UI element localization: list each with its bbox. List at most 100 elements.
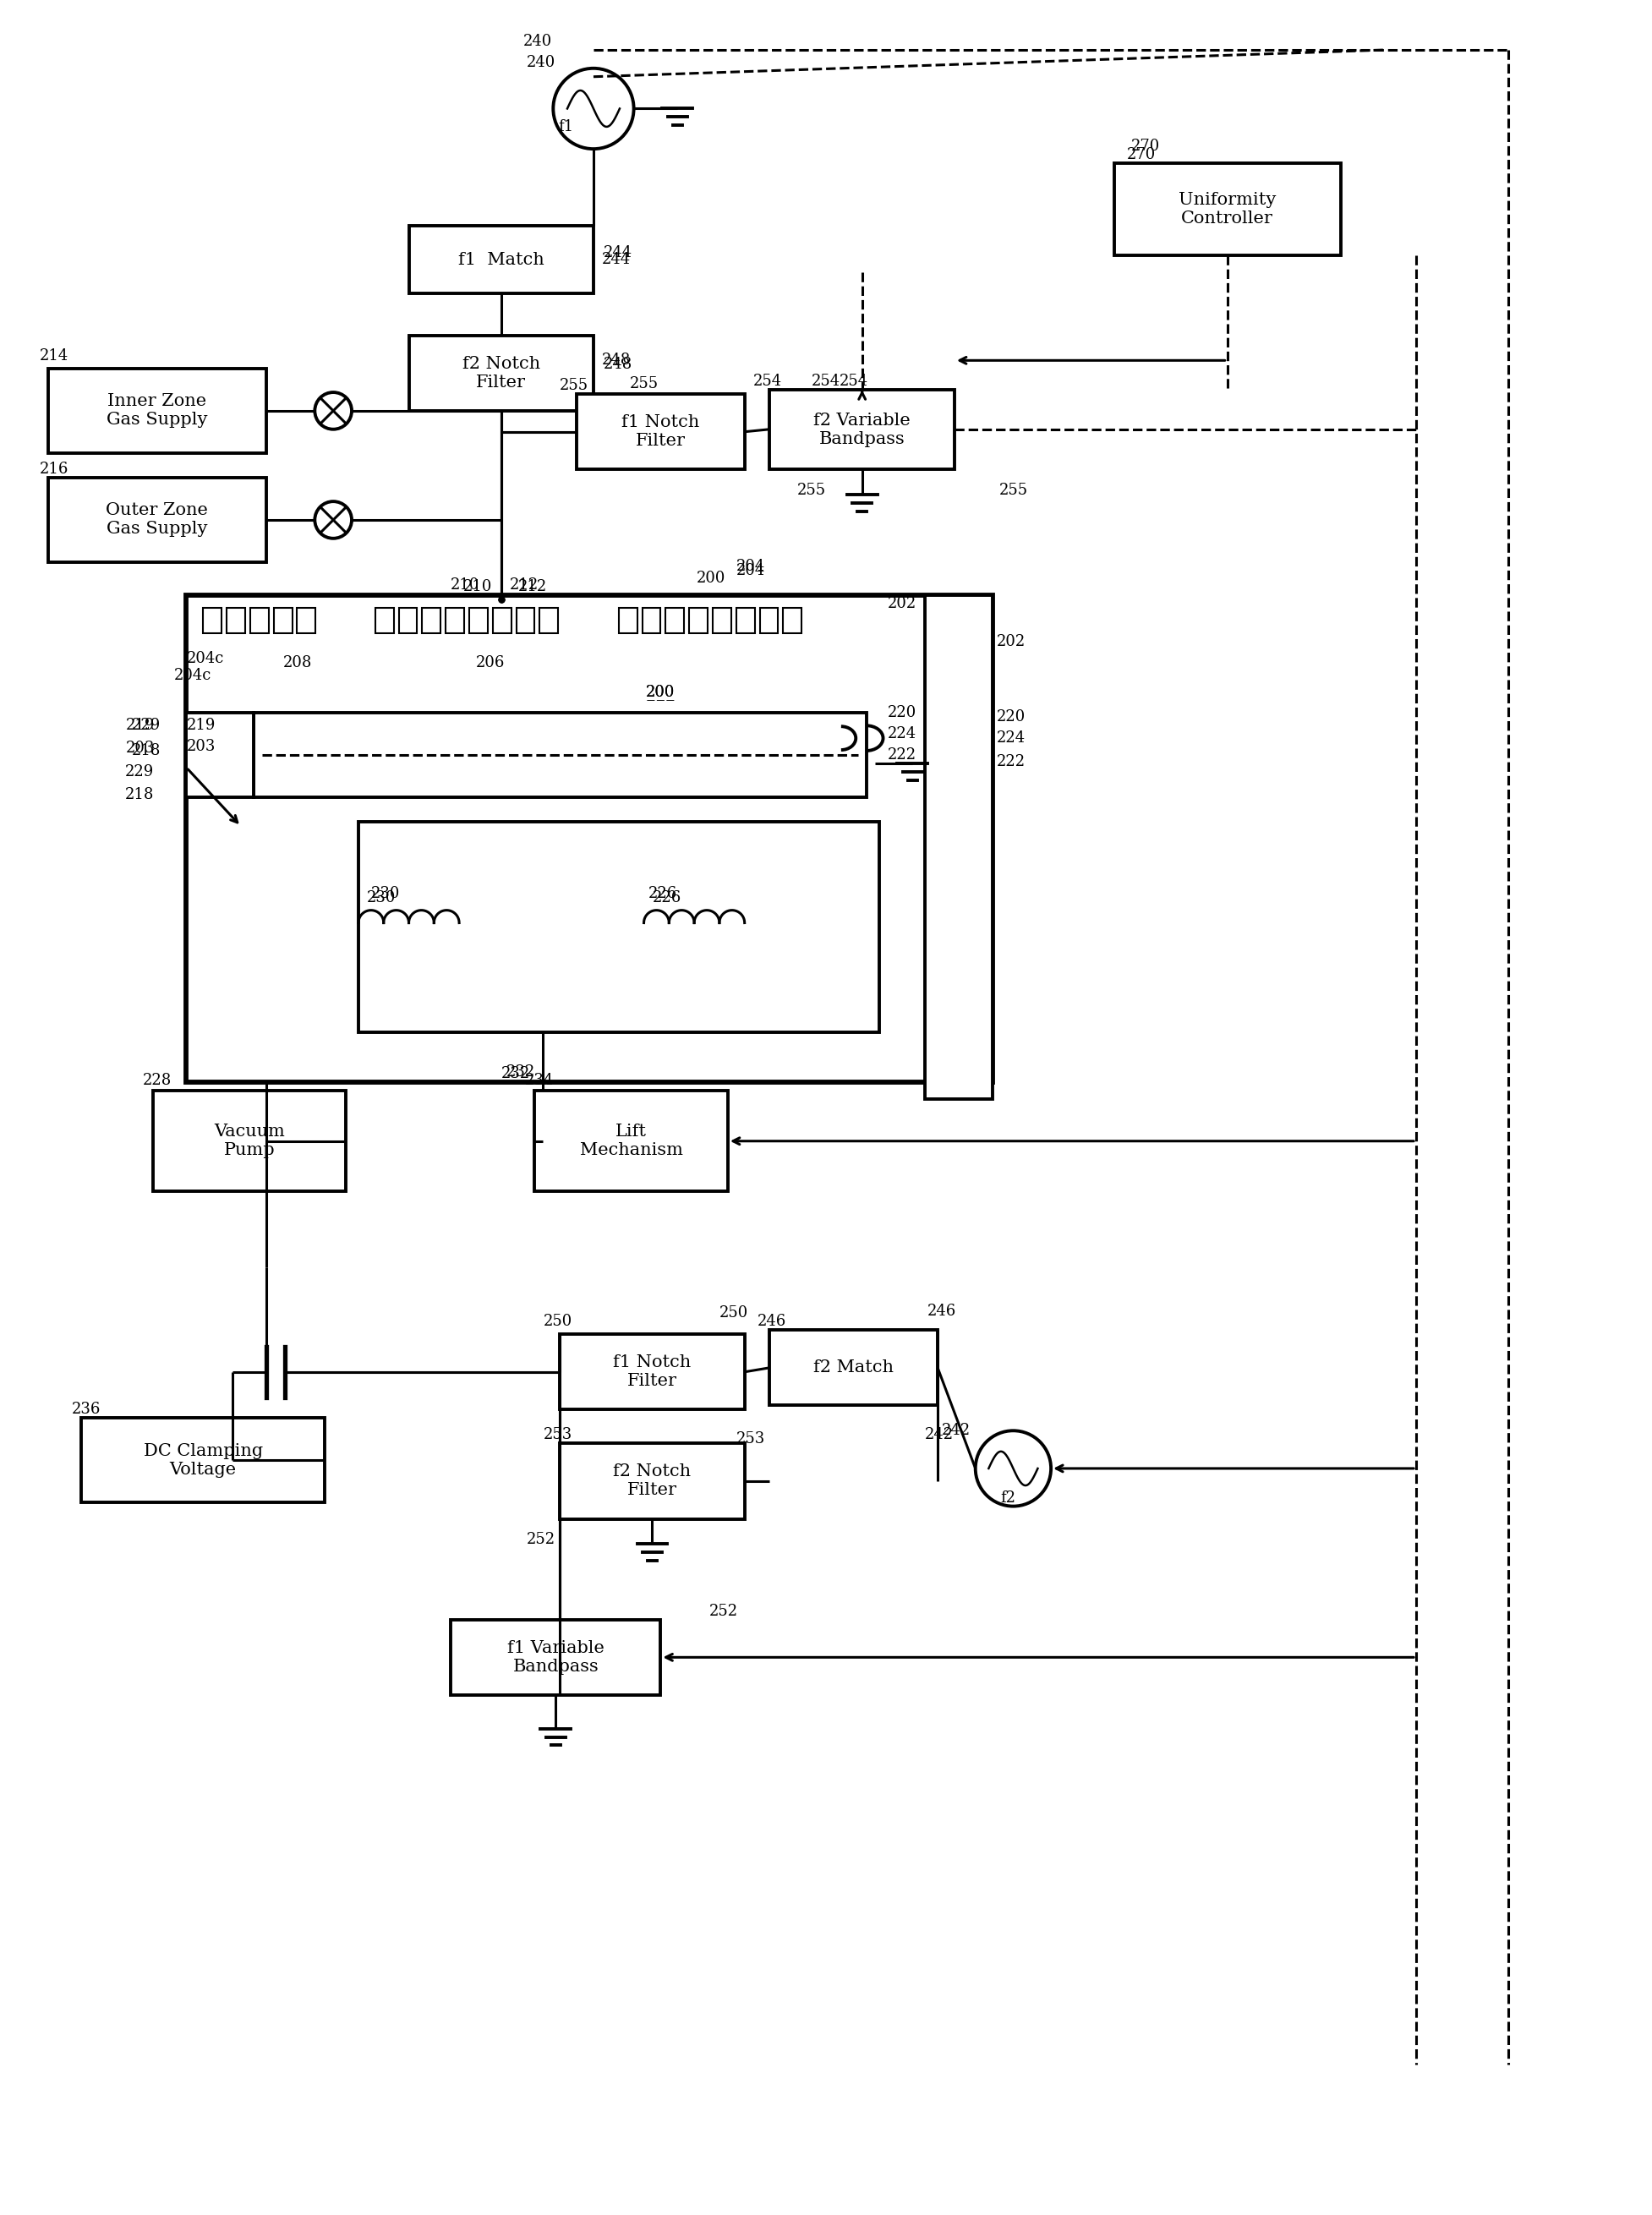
Text: 248: 248 (603, 357, 633, 372)
Text: 214: 214 (40, 348, 68, 363)
Bar (446, 609, 464, 633)
Bar (666, 609, 684, 633)
Text: f1  Match: f1 Match (458, 253, 544, 268)
Bar (398, 609, 418, 633)
Text: 234: 234 (525, 1072, 553, 1088)
Bar (408, 226, 593, 292)
Text: 204c: 204c (173, 667, 211, 682)
Bar (770, 390, 955, 470)
Bar (515, 609, 535, 633)
Bar (253, 713, 866, 797)
Text: 254: 254 (753, 374, 781, 390)
Bar (226, 609, 244, 633)
Text: 252: 252 (709, 1604, 738, 1619)
Text: 222: 222 (887, 746, 917, 762)
Text: 204: 204 (737, 563, 765, 578)
Text: 219: 219 (126, 718, 155, 733)
Text: 208: 208 (282, 656, 312, 671)
Bar (577, 394, 745, 470)
Bar (560, 1444, 745, 1519)
Text: f1: f1 (558, 120, 573, 135)
Text: 236: 236 (71, 1402, 101, 1418)
Bar (535, 1090, 729, 1192)
Text: 203: 203 (126, 740, 155, 755)
Text: f2 Match: f2 Match (813, 1360, 894, 1376)
Bar (770, 1329, 938, 1407)
Text: 224: 224 (887, 727, 917, 742)
Text: 255: 255 (560, 379, 588, 394)
Bar (451, 1619, 661, 1694)
Bar (423, 609, 441, 633)
Text: 250: 250 (544, 1313, 572, 1329)
Text: 202: 202 (996, 633, 1026, 649)
Bar (48, 370, 266, 452)
Text: 232: 232 (506, 1065, 535, 1081)
Text: 206: 206 (476, 656, 506, 671)
Text: 254: 254 (839, 374, 869, 390)
Bar (375, 609, 393, 633)
Text: 230: 230 (372, 886, 400, 902)
Text: 210: 210 (451, 578, 479, 594)
Bar (925, 596, 993, 1099)
Text: 210: 210 (463, 580, 492, 594)
Text: 253: 253 (737, 1431, 765, 1446)
Text: 224: 224 (996, 731, 1026, 746)
Text: 229: 229 (126, 764, 154, 780)
Text: 252: 252 (527, 1533, 555, 1548)
Text: 250: 250 (719, 1305, 748, 1320)
Bar (48, 478, 266, 563)
Bar (760, 609, 778, 633)
Bar (358, 822, 879, 1032)
Text: f1 Notch
Filter: f1 Notch Filter (621, 414, 700, 450)
Text: Vacuum
Pump: Vacuum Pump (213, 1123, 284, 1158)
Text: 253: 253 (544, 1426, 572, 1442)
Text: 222: 222 (996, 753, 1026, 769)
Text: Inner Zone
Gas Supply: Inner Zone Gas Supply (106, 394, 208, 427)
Text: f1 Variable
Bandpass: f1 Variable Bandpass (507, 1639, 605, 1675)
Bar (274, 609, 292, 633)
Text: 220: 220 (887, 704, 917, 720)
Text: 255: 255 (629, 377, 657, 392)
Text: 255: 255 (798, 483, 826, 498)
Text: 203: 203 (187, 740, 215, 753)
Bar (1113, 164, 1340, 255)
Text: 202: 202 (887, 596, 917, 611)
Text: f2 Variable
Bandpass: f2 Variable Bandpass (813, 412, 910, 447)
Text: 255: 255 (999, 483, 1028, 498)
Bar (643, 609, 661, 633)
Text: 240: 240 (527, 55, 555, 71)
Text: f1 Notch
Filter: f1 Notch Filter (613, 1356, 691, 1389)
Bar (203, 609, 221, 633)
Text: Uniformity
Controller: Uniformity Controller (1178, 193, 1275, 226)
Text: 220: 220 (996, 709, 1026, 724)
Bar (560, 1333, 745, 1409)
Bar (187, 596, 993, 1083)
Text: f2: f2 (1001, 1491, 1016, 1506)
Text: 270: 270 (1130, 140, 1160, 155)
Text: 248: 248 (601, 352, 631, 368)
Bar (297, 609, 316, 633)
Text: 204c: 204c (187, 651, 225, 667)
Bar (783, 609, 801, 633)
Bar (152, 1090, 345, 1192)
Text: 2̲0̲0̲: 2̲0̲0̲ (646, 684, 676, 700)
Text: 230: 230 (367, 890, 396, 906)
Bar (712, 609, 732, 633)
Bar (187, 713, 253, 797)
Text: 229: 229 (132, 718, 160, 733)
Text: Lift
Mechanism: Lift Mechanism (580, 1123, 682, 1158)
Bar (540, 609, 558, 633)
Text: 218: 218 (126, 786, 154, 802)
Bar (469, 609, 487, 633)
Text: 246: 246 (757, 1313, 786, 1329)
Text: 219: 219 (187, 718, 215, 733)
Bar (618, 609, 638, 633)
Text: f2 Notch
Filter: f2 Notch Filter (613, 1464, 691, 1497)
Bar (492, 609, 510, 633)
Text: 246: 246 (927, 1305, 957, 1320)
Text: 212: 212 (509, 578, 539, 594)
Text: Outer Zone
Gas Supply: Outer Zone Gas Supply (106, 503, 208, 538)
Bar (81, 1418, 325, 1502)
Bar (249, 609, 269, 633)
Text: 226: 226 (648, 886, 677, 902)
